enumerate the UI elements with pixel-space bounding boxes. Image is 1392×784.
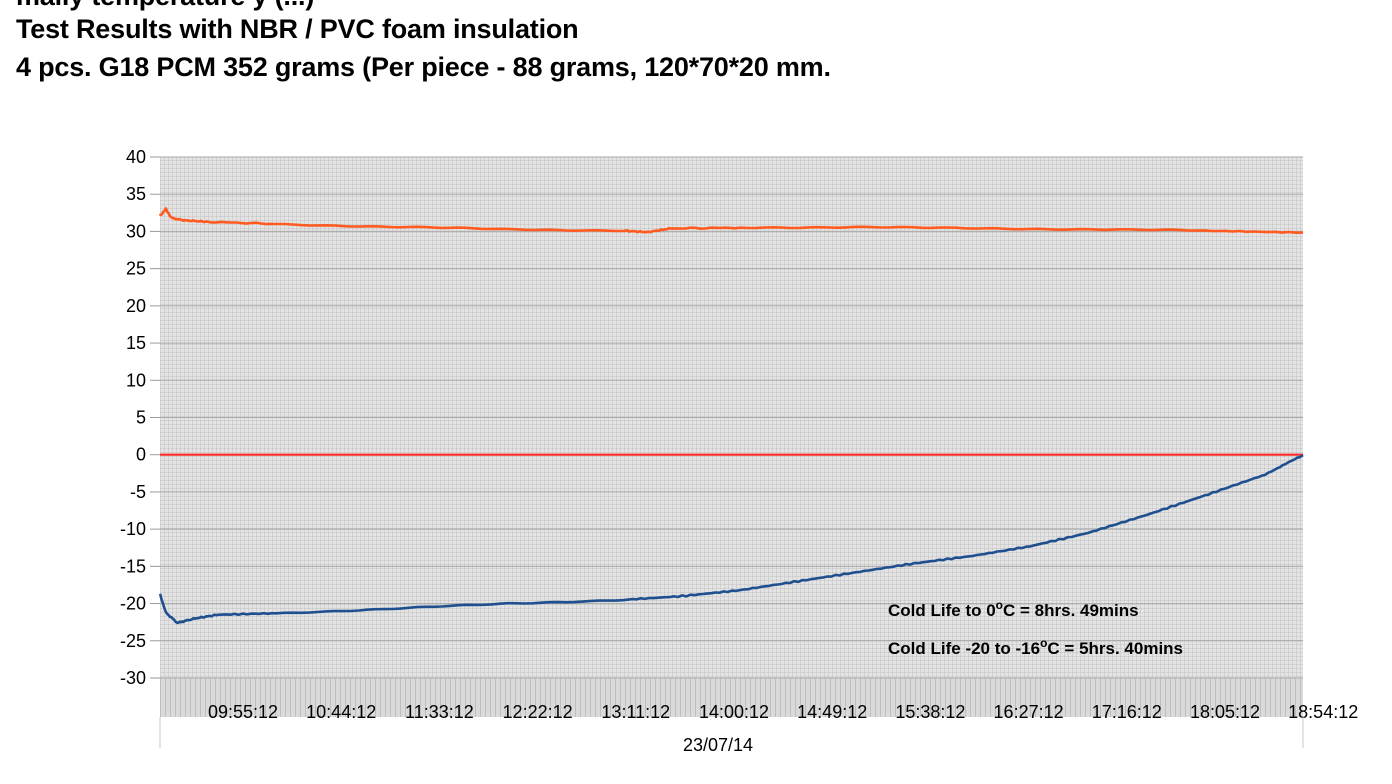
x-tick-label: 18:05:12: [1190, 702, 1260, 722]
x-tick-label: 09:55:12: [208, 702, 278, 722]
y-tick-label: 5: [136, 408, 146, 428]
y-tick-label: -15: [120, 556, 146, 576]
y-tick-label: -5: [130, 482, 146, 502]
x-tick-label: 16:27:12: [994, 702, 1064, 722]
x-tick-label: 12:22:12: [503, 702, 573, 722]
x-tick-label: 15:38:12: [895, 702, 965, 722]
y-tick-label: -20: [120, 594, 146, 614]
y-tick-label: -25: [120, 631, 146, 651]
y-axis: 40 35 30 25 20 15 10 5 0 -5 -10 -15 -20 -25 -30: [120, 147, 160, 688]
chart-subtitle: 4 pcs. G18 PCM 352 grams (Per piece - 88…: [16, 52, 831, 82]
x-axis-label-strip: [160, 678, 1303, 717]
y-tick-label: 30: [126, 221, 146, 241]
series-line-cold: [158, 454, 1304, 625]
y-tick-label: 40: [126, 147, 146, 167]
y-tick-label: 15: [126, 333, 146, 353]
series-layer: [158, 207, 1304, 625]
y-tick-label: 20: [126, 296, 146, 316]
series-line-ambient: [158, 207, 1304, 234]
x-tick-label: 14:00:12: [699, 702, 769, 722]
annotation-cold-life-zero: Cold Life to 0oC = 8hrs. 49mins: [888, 598, 1139, 620]
x-tick-label: 17:16:12: [1092, 702, 1162, 722]
y-tick-label: 25: [126, 259, 146, 279]
minor-gridlines: [160, 157, 1303, 717]
y-tick-label: -30: [120, 668, 146, 688]
y-tick-label: 35: [126, 184, 146, 204]
y-tick-label: 10: [126, 370, 146, 390]
x-tick-label: 10:44:12: [306, 702, 376, 722]
x-tick-label: 18:54:12: [1288, 702, 1358, 722]
x-axis-category-label: 23/07/14: [683, 735, 753, 755]
x-tick-label: 13:11:12: [601, 702, 670, 722]
x-tick-label: 11:33:12: [405, 702, 474, 722]
major-gridlines: [160, 156, 1303, 679]
x-tick-label: 14:49:12: [797, 702, 867, 722]
y-tick-label: 0: [136, 445, 146, 465]
x-axis: 09:55:12 10:44:12 11:33:12 12:22:12 13:11:12…: [208, 702, 1358, 722]
annotation-cold-life-range: Cold Life -20 to -16oC = 5hrs. 40mins: [888, 636, 1183, 658]
y-tick-label: -10: [120, 519, 146, 539]
chart-title-cut-off: mally temperature y (...): [16, 0, 314, 12]
chart-title: Test Results with NBR / PVC foam insulat…: [16, 14, 579, 44]
